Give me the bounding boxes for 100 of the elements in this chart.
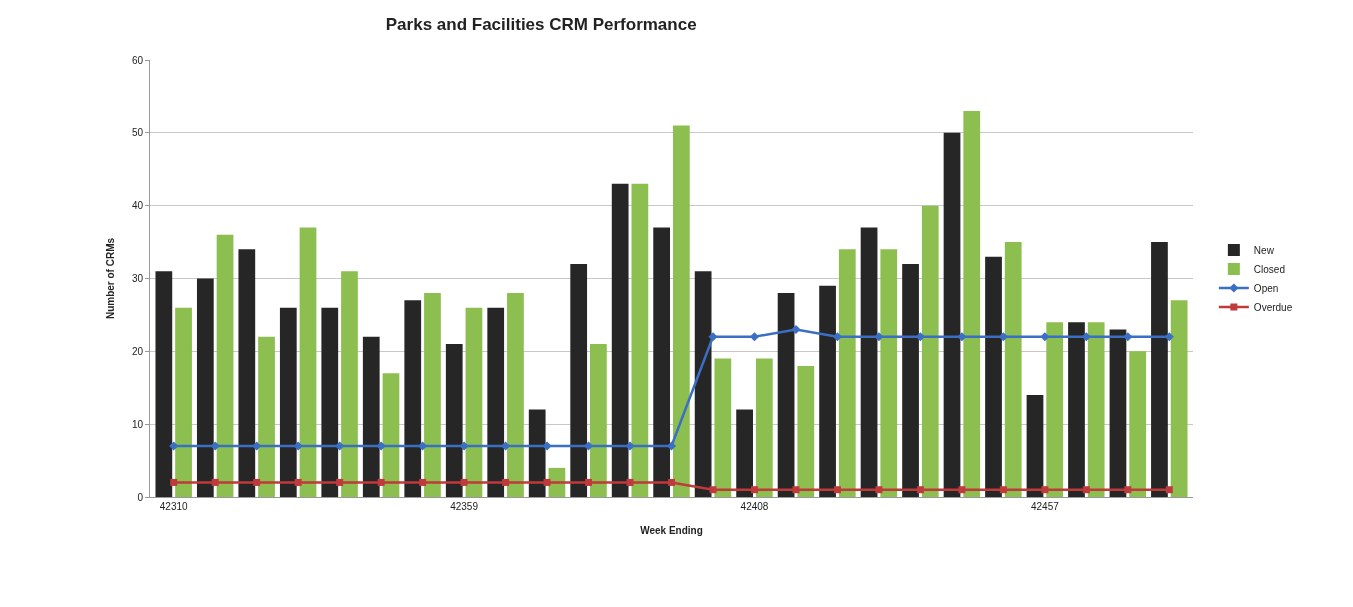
bar [860, 227, 878, 497]
bar [341, 271, 358, 497]
bar [611, 183, 629, 497]
point [542, 441, 552, 451]
legend-label: Overdue [1253, 301, 1293, 313]
x-axis-title: Week Ending [640, 524, 703, 536]
bar [1026, 395, 1044, 497]
point [376, 441, 386, 451]
x-tick-label: 42359 [450, 501, 479, 512]
chart-title: Parks and Facilities CRM Performance [385, 15, 697, 35]
bar [362, 336, 380, 497]
point [170, 478, 178, 486]
bar [382, 373, 400, 497]
point [874, 332, 884, 342]
point [253, 478, 261, 486]
point [749, 332, 760, 342]
bar [736, 409, 753, 497]
point [211, 478, 219, 486]
point [957, 332, 967, 342]
point [833, 486, 841, 494]
bar [155, 271, 173, 497]
bar [1087, 322, 1105, 497]
y-tick-label: 10 [131, 418, 144, 430]
y-tick-label: 0 [137, 491, 144, 503]
point [708, 332, 718, 342]
bar [672, 125, 690, 497]
point [1165, 486, 1173, 494]
bar [797, 365, 815, 497]
bar [175, 307, 192, 497]
y-tick-label: 30 [131, 273, 144, 284]
point [791, 324, 801, 335]
point [1041, 486, 1049, 494]
point [832, 332, 842, 342]
point [210, 441, 220, 451]
bar [921, 205, 939, 497]
bar [777, 293, 795, 497]
point [1123, 332, 1133, 342]
bar [590, 344, 607, 497]
bar [1046, 322, 1064, 497]
bar [985, 256, 1002, 497]
bar [404, 300, 422, 497]
point [626, 478, 634, 486]
bar [755, 358, 773, 497]
bar [238, 249, 256, 497]
bar [943, 132, 961, 497]
bar [487, 307, 505, 497]
point [999, 486, 1007, 494]
bar [963, 110, 981, 497]
bar [819, 285, 836, 497]
x-tick-label: 42310 [159, 501, 189, 512]
x-tick-label: 42408 [740, 501, 769, 512]
bar [838, 249, 856, 497]
point [1082, 486, 1090, 494]
bar [196, 278, 214, 497]
point [459, 441, 469, 451]
bar [258, 336, 275, 497]
point [750, 486, 758, 494]
point [502, 478, 510, 486]
bar [507, 293, 524, 497]
point [998, 332, 1008, 342]
point [1040, 332, 1050, 342]
bar [1170, 300, 1188, 497]
point [585, 478, 593, 486]
bar [1151, 242, 1168, 497]
bar [714, 358, 732, 497]
x-tick-label: 42457 [1030, 501, 1060, 512]
point [377, 478, 385, 486]
bar [902, 263, 919, 497]
point [709, 486, 717, 494]
point [294, 478, 302, 486]
point [668, 478, 675, 486]
bar [570, 263, 588, 497]
bar [424, 293, 441, 497]
bar [1109, 329, 1127, 497]
y-tick-label: 40 [131, 200, 144, 212]
y-axis-title: Number of CRMs [104, 237, 116, 320]
point [293, 441, 303, 451]
point [625, 441, 635, 451]
legend-label: Closed [1253, 263, 1285, 275]
bar [653, 227, 671, 497]
bar [299, 227, 317, 497]
point [916, 486, 924, 494]
bar [1129, 351, 1147, 497]
point [336, 478, 344, 486]
bar [216, 234, 234, 497]
point [460, 478, 468, 486]
bar [465, 307, 483, 497]
point [1164, 332, 1174, 342]
bar [880, 249, 898, 497]
bar [631, 183, 649, 497]
point [792, 486, 800, 494]
bar [1068, 322, 1085, 497]
legend-label: Open [1253, 282, 1279, 294]
bar [528, 409, 546, 497]
point [543, 478, 551, 486]
bar [279, 307, 297, 497]
bar [321, 307, 339, 497]
y-tick-label: 20 [131, 345, 144, 357]
point [1124, 486, 1132, 494]
point [958, 486, 966, 494]
